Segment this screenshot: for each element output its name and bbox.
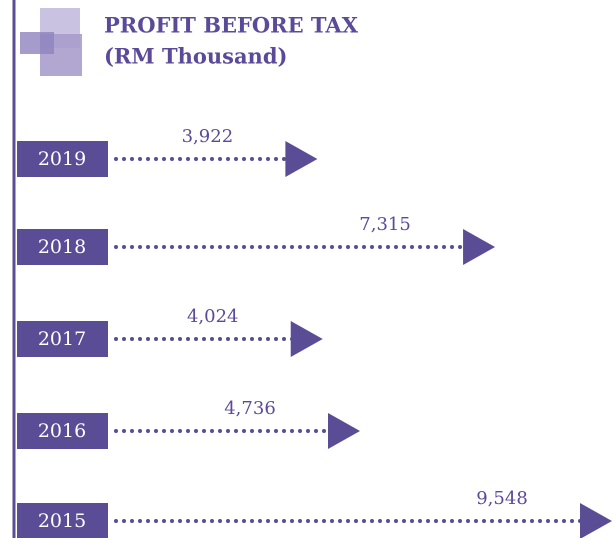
decor-square <box>20 32 54 54</box>
value-label: 9,548 <box>476 488 528 509</box>
year-label: 2015 <box>38 510 86 532</box>
chart-title: PROFIT BEFORE TAX <box>104 13 359 38</box>
arrow-bar <box>114 229 496 265</box>
arrow-bar <box>114 413 361 449</box>
arrow-head <box>463 229 496 265</box>
arrow-bar <box>114 141 318 177</box>
year-box <box>17 141 108 177</box>
year-label: 2018 <box>38 236 86 258</box>
value-label: 4,024 <box>187 306 239 327</box>
value-label: 4,736 <box>224 398 276 419</box>
value-label: 3,922 <box>182 126 234 147</box>
arrow-head <box>328 413 361 449</box>
chart-subtitle: (RM Thousand) <box>104 44 287 69</box>
arrow-bar <box>114 503 612 538</box>
year-label: 2016 <box>38 420 86 442</box>
year-label: 2019 <box>38 148 86 170</box>
arrow-head <box>580 503 612 538</box>
arrow-bar <box>114 321 323 357</box>
year-box <box>17 413 108 449</box>
year-box <box>17 503 108 538</box>
value-label: 7,315 <box>359 214 411 235</box>
arrow-head <box>285 141 318 177</box>
arrow-head <box>290 321 323 357</box>
year-box <box>17 229 108 265</box>
year-box <box>17 321 108 357</box>
year-label: 2017 <box>38 328 86 350</box>
